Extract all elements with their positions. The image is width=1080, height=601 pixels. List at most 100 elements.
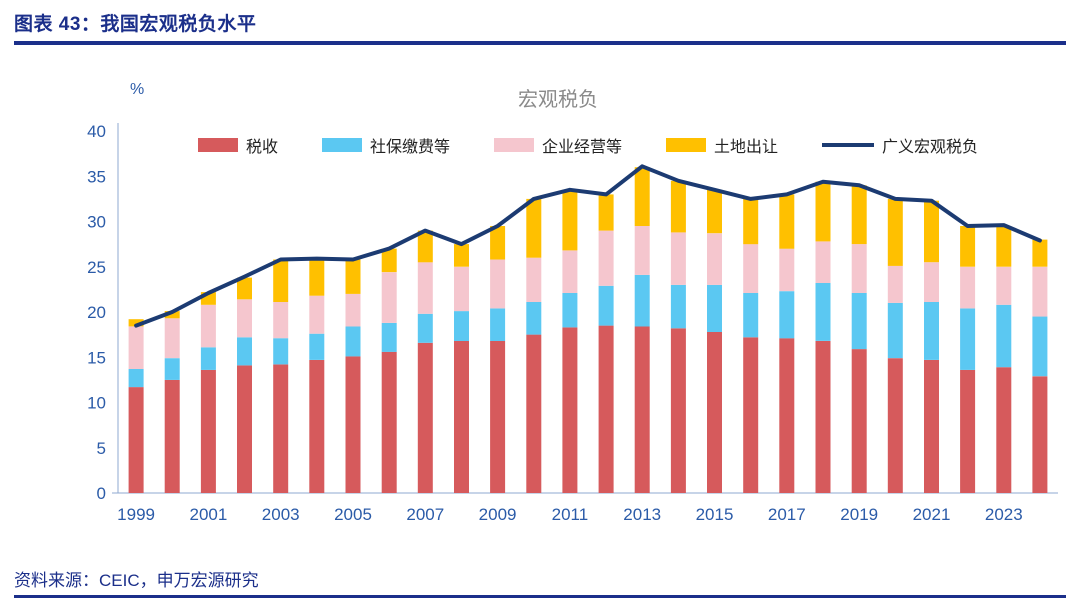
bar-segment-tax [345,356,361,493]
x-tick-label: 2005 [334,505,372,524]
bar-segment-land [707,189,722,234]
bar-segment-tax [454,341,469,493]
bar-segment-tax [164,379,180,493]
footer-divider [14,595,1066,598]
bar-segment-business [779,248,795,292]
bar-segment-social [417,313,433,343]
bar-segment-land [562,189,578,251]
y-tick-label: 35 [87,167,106,186]
legend-label: 社保缴费等 [369,139,450,156]
x-tick-label: 2001 [189,505,227,524]
legend-label: 广义宏观税负 [882,139,979,156]
bar-segment-tax [779,338,795,493]
bar-segment-business [562,250,578,293]
bar-segment-land [815,181,831,242]
bar-segment-social [887,302,903,359]
x-tick-label: 2015 [696,505,734,524]
bar-segment-tax [128,387,144,493]
bar-segment-business [526,257,542,302]
bar-segment-business [1032,266,1048,317]
bar-segment-tax [381,351,397,493]
bar-segment-land [598,194,614,231]
legend-label: 企业经营等 [541,139,622,156]
bar-segment-social [996,304,1012,368]
bar-segment-social [815,283,831,341]
bar-segment-business [454,266,469,312]
legend-item: 土地出让 [666,133,778,157]
legend-item: 社保缴费等 [321,133,450,157]
bar-segment-land [381,248,397,273]
legend-label: 税收 [245,139,278,156]
bar-segment-social [490,308,506,341]
bar-segment-social [200,347,216,370]
bar-segment-business [743,244,759,293]
bar-segment-social [779,291,795,339]
bar-segment-land [996,226,1012,267]
x-tick-label: 1999 [117,505,155,524]
bar-segment-land [887,198,903,266]
x-tick-label: 2009 [479,505,517,524]
bar-segment-business [707,233,722,285]
broad-macro-tax-line [134,164,1042,328]
chart-legend: 税收 社保缴费等 企业经营等 土地出让 广义宏观税负 [118,133,1058,157]
bar-segment-tax [670,328,686,493]
bar-segment-business [381,272,397,323]
bar-segment-business [128,326,144,369]
bar-segment-land [924,200,939,263]
bar-segment-tax [851,349,867,493]
bar-segment-land [417,230,433,263]
bar-segment-tax [887,358,903,493]
y-tick-label: 25 [87,258,106,277]
legend-color-swatch [197,138,238,152]
bar-segment-business [996,266,1012,305]
bar-segment-tax [1032,376,1048,493]
bar-segment-business [490,259,506,309]
bar-segment-social [273,338,289,365]
bar-segment-tax [273,364,289,493]
bar-segment-land [779,194,795,249]
bar-segment-social [743,293,759,338]
bar-segment-business [309,295,325,334]
bar-segment-land [851,185,867,245]
bar-segment-business [417,262,433,314]
bar-segment-land [960,226,976,267]
x-tick-label: 2019 [840,505,878,524]
bar-segment-land [670,180,686,233]
bar-segment-social [1032,316,1048,377]
x-tick-label: 2013 [623,505,661,524]
bar-segment-social [128,369,144,388]
bar-segment-social [526,302,542,335]
legend-item: 企业经营等 [493,133,622,157]
legend-item: 税收 [197,133,278,157]
bar-segment-social [454,311,469,341]
bar-segment-tax [598,325,614,493]
y-tick-label: 20 [87,303,106,322]
bar-segment-tax [815,341,831,493]
bar-segment-tax [634,326,650,493]
bar-segment-tax [960,369,976,493]
source-note: 资料来源：CEIC，申万宏源研究 [14,571,259,590]
y-tick-label: 5 [97,439,106,458]
x-tick-label: 2017 [768,505,806,524]
bar-segment-land [164,311,180,319]
bar-segment-tax [417,342,433,493]
bar-segment-tax [707,331,722,493]
bar-segment-tax [309,360,325,493]
x-tick-label: 2021 [913,505,951,524]
bar-segment-business [670,232,686,285]
bar-segment-business [345,293,361,327]
bar-segment-social [562,293,578,328]
bar-segment-land [273,259,289,302]
bar-segment-tax [562,327,578,493]
bar-segment-social [309,333,325,360]
bar-segment-business [851,244,867,293]
legend-color-swatch [666,138,706,152]
bar-segment-business [598,230,614,286]
bar-segment-land [454,244,469,267]
y-tick-label: 0 [97,484,106,503]
bar-segment-business [924,262,939,302]
bar-segment-social [851,293,867,350]
y-tick-label: 10 [87,394,106,413]
